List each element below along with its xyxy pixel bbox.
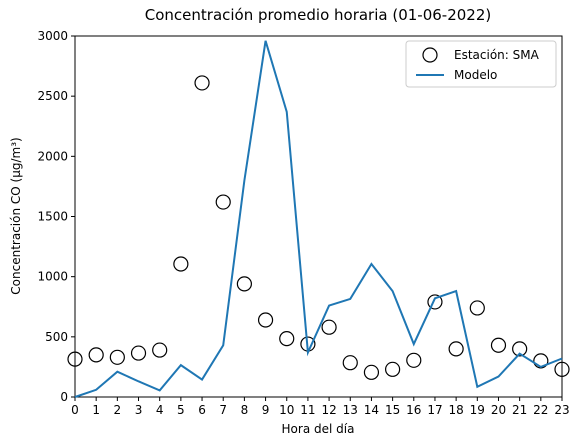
station-point (385, 361, 401, 377)
x-tick-label: 13 (343, 403, 358, 417)
x-tick-label: 10 (279, 403, 294, 417)
x-tick-label: 3 (135, 403, 143, 417)
plot-frame (74, 35, 563, 398)
station-point (469, 300, 485, 316)
station-point (279, 331, 295, 347)
x-tick-label: 18 (448, 403, 463, 417)
station-point (194, 75, 210, 91)
y-tick-label: 1000 (37, 270, 68, 284)
x-tick-label: 22 (533, 403, 548, 417)
station-point (152, 342, 168, 358)
station-point (363, 364, 380, 380)
x-tick-label: 16 (406, 403, 421, 417)
station-point (406, 352, 422, 368)
y-tick-label: 500 (45, 330, 68, 344)
station-point (173, 256, 189, 272)
station-point (427, 294, 443, 310)
x-tick-label: 21 (512, 403, 527, 417)
y-tick-label: 1500 (37, 210, 68, 224)
legend-label: Estación: SMA (454, 48, 540, 62)
legend-marker (422, 47, 438, 63)
station-point (109, 349, 125, 365)
x-tick-label: 7 (219, 403, 227, 417)
x-tick-label: 15 (385, 403, 400, 417)
x-tick-label: 6 (198, 403, 206, 417)
model-line (74, 40, 563, 398)
legend-label: Modelo (454, 68, 497, 82)
station-point (321, 319, 337, 335)
y-axis-label: Concentración CO (μg/m³) (9, 137, 23, 294)
x-tick-label: 1 (92, 403, 100, 417)
station-point (88, 347, 104, 363)
station-point (512, 341, 528, 357)
x-tick-label: 23 (554, 403, 569, 417)
x-tick-label: 17 (427, 403, 442, 417)
x-tick-label: 11 (300, 403, 315, 417)
station-point (257, 312, 274, 328)
y-tick-label: 3000 (37, 29, 68, 43)
station-point (67, 351, 83, 367)
station-point (342, 355, 358, 371)
x-tick-label: 19 (470, 403, 485, 417)
x-tick-label: 20 (491, 403, 506, 417)
x-axis-label: Hora del día (282, 422, 355, 435)
x-tick-label: 2 (114, 403, 122, 417)
y-tick-label: 0 (60, 390, 68, 404)
legend: Estación: SMA Modelo (405, 40, 557, 88)
x-tick-label: 5 (177, 403, 185, 417)
x-tick-label: 9 (262, 403, 270, 417)
x-tick-label: 12 (321, 403, 336, 417)
station-point (130, 345, 147, 361)
station-point (490, 337, 507, 353)
x-tick-label: 8 (241, 403, 249, 417)
x-tick-label: 4 (156, 403, 164, 417)
station-point (448, 341, 464, 357)
station-point (236, 276, 252, 292)
station-point (215, 194, 231, 210)
y-tick-label: 2000 (37, 149, 68, 163)
x-tick-label: 14 (364, 403, 379, 417)
y-tick-label: 2500 (37, 89, 68, 103)
x-tick-label: 0 (71, 403, 79, 417)
chart-title: Concentración promedio horaria (01-06-20… (145, 6, 491, 24)
station-point (554, 361, 570, 377)
